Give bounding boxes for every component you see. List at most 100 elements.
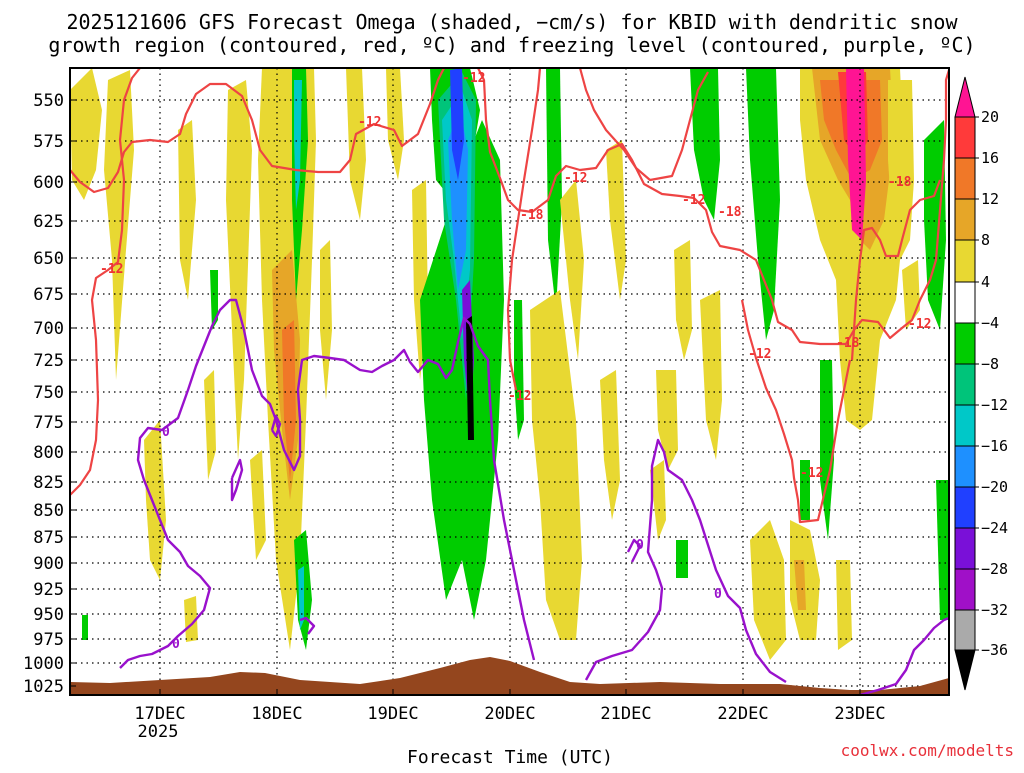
omega-shaded-region [420, 120, 504, 620]
x-tick-label: 19DEC [367, 704, 418, 724]
gridlines [70, 68, 949, 695]
chart-title-line-1: 2025121606 GFS Forecast Omega (shaded, −… [66, 10, 958, 34]
y-tick-label: 600 [33, 173, 64, 193]
source-credit: coolwx.com/modelts [841, 741, 1014, 760]
omega-shaded-region [690, 68, 720, 220]
freezing-level-contour-line [626, 538, 642, 563]
dendritic-contour-line [578, 68, 709, 182]
freezing-level-contour-line [299, 616, 316, 635]
freezing-level-contour-line [270, 414, 282, 438]
omega-shaded-region [178, 120, 196, 300]
colorbar-label: −8 [981, 355, 999, 373]
dendritic-contour-line [850, 179, 942, 361]
purple-contour-label: 0 [714, 587, 722, 602]
omega-shaded-region [450, 68, 464, 180]
omega-shaded-region [650, 460, 666, 540]
omega-shaded-region [184, 596, 198, 642]
colorbar-label: 4 [981, 273, 990, 291]
colorbar-swatch [954, 568, 976, 611]
y-tick-label: 975 [33, 630, 64, 650]
omega-shaded-region [800, 460, 810, 520]
omega-shaded-region [790, 520, 820, 640]
omega-shaded-region [746, 68, 780, 340]
omega-shaded-region [530, 290, 582, 640]
y-tick-label: 650 [33, 249, 64, 269]
colorbar-swatch [954, 527, 976, 570]
omega-shaded-region [888, 80, 914, 260]
colorbar-swatch [954, 486, 976, 529]
x-axis-label: Forecast Time (UTC) [407, 747, 613, 768]
colorbar-bottom-arrow [954, 649, 976, 691]
omega-shaded-region [794, 560, 806, 610]
freezing-level-contour-line [584, 438, 787, 684]
omega-shaded-region [924, 120, 946, 330]
y-tick-label: 675 [33, 285, 64, 305]
x-year-label: 2025 [138, 722, 179, 742]
omega-shaded-region [750, 520, 786, 660]
colorbar-swatch [954, 609, 976, 651]
red-contour-label: -12 [682, 193, 705, 208]
x-tick-label: 20DEC [484, 704, 535, 724]
colorbar-label: 8 [981, 231, 990, 249]
colorbar-label: −16 [981, 437, 1008, 455]
omega-shaded-region [846, 68, 866, 240]
omega-shaded-region [656, 370, 678, 470]
x-tick-label: 21DEC [600, 704, 651, 724]
colorbar-label: −32 [981, 601, 1008, 619]
colorbar-label: 12 [981, 190, 999, 208]
x-tick-label: 22DEC [717, 704, 768, 724]
colorbar-top-arrow [954, 76, 976, 118]
omega-shaded-region [700, 290, 722, 460]
red-contour-label: -18 [888, 175, 912, 190]
colorbar-label: −20 [981, 478, 1008, 496]
chart-title-line-2: growth region (contoured, red, ºC) and f… [48, 33, 975, 57]
omega-shaded-region [294, 80, 302, 210]
dendritic-contour-line [506, 68, 542, 391]
colorbar-label: 16 [981, 149, 999, 167]
y-tick-label: 700 [33, 319, 64, 339]
y-tick-label: 1000 [23, 654, 64, 674]
red-contour-label: -18 [520, 208, 544, 223]
x-tick-label: 23DEC [834, 704, 885, 724]
y-tick-label: 875 [33, 528, 64, 548]
colorbar-swatch [954, 157, 976, 200]
omega-shaded-region [82, 615, 88, 640]
omega-shaded-region [250, 450, 266, 560]
colorbar-swatch [954, 322, 976, 365]
y-tick-label: 825 [33, 473, 64, 493]
omega-shaded-region [674, 240, 692, 360]
red-contour-label: -12 [100, 262, 123, 277]
red-contour-label: -12 [358, 115, 381, 130]
y-tick-label: 550 [33, 91, 64, 111]
contour-labels: -12 -12 -12 -12 -12 -12 -12 -12 -12 -18 … [100, 71, 931, 652]
terrain-fill [70, 657, 949, 695]
y-tick-label: 575 [33, 132, 64, 152]
dendritic-contour-line [70, 68, 141, 496]
red-contour-label: -18 [718, 205, 742, 220]
freezing-level-contour-line [119, 298, 536, 669]
red-contour-label: -12 [908, 317, 931, 332]
colorbar-swatch [954, 363, 976, 406]
y-tick-label: 800 [33, 443, 64, 463]
omega-shaded-region [466, 316, 474, 440]
red-contour-label: -12 [800, 466, 823, 481]
dendritic-contour-line [477, 68, 949, 346]
purple-contour-label: 0 [162, 425, 170, 440]
colorbar-label: −4 [981, 314, 999, 332]
omega-shading [70, 68, 949, 660]
colorbar-swatch [954, 404, 976, 447]
x-tick-label: 17DEC [134, 704, 185, 724]
omega-shaded-region [676, 540, 688, 578]
freezing-level-contour-line [230, 458, 244, 502]
x-tick-label: 18DEC [251, 704, 302, 724]
colorbar-label: −12 [981, 396, 1008, 414]
y-tick-label: 850 [33, 501, 64, 521]
y-tick-label: 950 [33, 605, 64, 625]
colorbar-swatch [954, 281, 976, 324]
colorbar-label: 20 [981, 108, 999, 126]
y-tick-label: 925 [33, 580, 64, 600]
x-axis: 17DEC 18DEC 19DEC 20DEC 21DEC 22DEC 23DEC [134, 689, 886, 724]
y-tick-label: 725 [33, 351, 64, 371]
y-tick-label: 750 [33, 383, 64, 403]
